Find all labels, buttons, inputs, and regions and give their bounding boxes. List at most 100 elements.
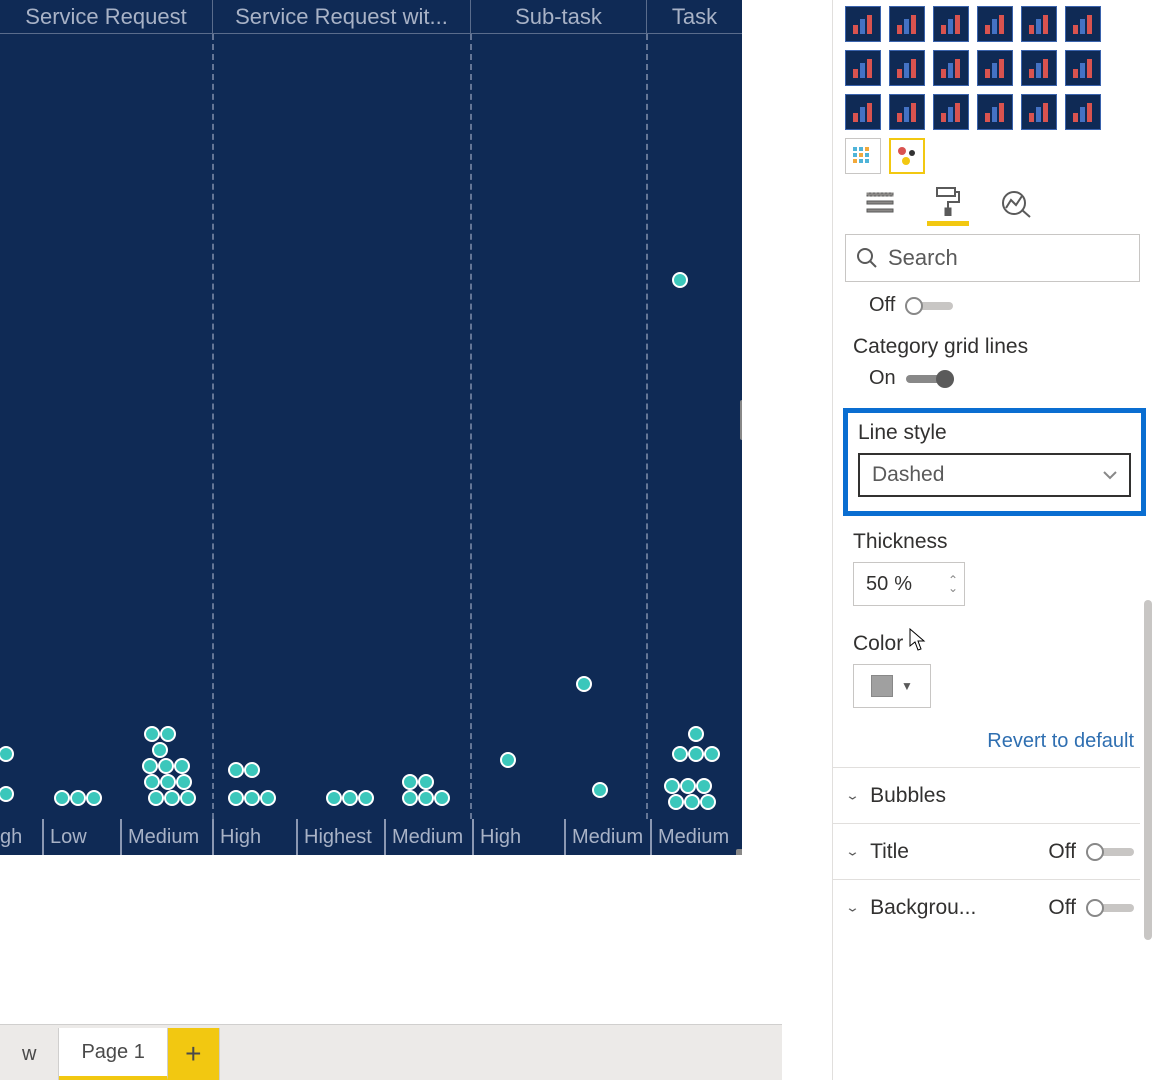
data-bubble[interactable]: [160, 774, 176, 790]
line-style-value: Dashed: [872, 463, 944, 487]
canvas-gap: [742, 0, 782, 855]
data-bubble[interactable]: [418, 790, 434, 806]
visualizations-pane: Search Off Category grid lines On Line s…: [832, 0, 1152, 1080]
viz-type-icon[interactable]: [1021, 94, 1057, 130]
unnamed-toggle[interactable]: [905, 302, 953, 310]
data-bubble[interactable]: [680, 778, 696, 794]
viz-type-icon[interactable]: [977, 50, 1013, 86]
data-bubble[interactable]: [228, 762, 244, 778]
data-bubble[interactable]: [144, 774, 160, 790]
data-bubble[interactable]: [148, 790, 164, 806]
data-bubble[interactable]: [0, 746, 14, 762]
data-bubble[interactable]: [228, 790, 244, 806]
report-canvas-area: Service RequestService Request wit...Sub…: [0, 0, 782, 1080]
pane-scrollbar[interactable]: [1144, 600, 1152, 940]
line-style-dropdown[interactable]: Dashed: [858, 453, 1131, 497]
data-bubble[interactable]: [684, 794, 700, 810]
viz-type-icon[interactable]: [845, 6, 881, 42]
format-search[interactable]: Search: [845, 234, 1140, 282]
x-axis-tick: Low: [42, 819, 120, 855]
data-bubble[interactable]: [70, 790, 86, 806]
thickness-input[interactable]: 50 % ⌃⌄: [853, 562, 965, 606]
section-toggle[interactable]: [1086, 904, 1134, 912]
viz-type-icon[interactable]: [977, 6, 1013, 42]
data-bubble[interactable]: [704, 746, 720, 762]
data-bubble[interactable]: [418, 774, 434, 790]
viz-type-icon[interactable]: [1021, 6, 1057, 42]
data-bubble[interactable]: [688, 726, 704, 742]
revert-to-default-link[interactable]: Revert to default: [853, 730, 1134, 753]
viz-type-icon[interactable]: [1065, 6, 1101, 42]
thickness-value: 50: [866, 573, 888, 596]
data-bubble[interactable]: [688, 746, 704, 762]
data-bubble[interactable]: [0, 786, 14, 802]
data-bubble[interactable]: [164, 790, 180, 806]
color-dropdown[interactable]: ▼: [853, 664, 931, 708]
data-bubble[interactable]: [592, 782, 608, 798]
data-bubble[interactable]: [260, 790, 276, 806]
chevron-down-icon: ⌄: [845, 844, 860, 859]
data-bubble[interactable]: [358, 790, 374, 806]
x-axis-tick: High: [212, 819, 296, 855]
data-bubble[interactable]: [402, 790, 418, 806]
section-label: Bubbles: [870, 784, 1134, 808]
column-headers: Service RequestService Request wit...Sub…: [0, 0, 742, 34]
stepper-arrows[interactable]: ⌃⌄: [948, 576, 958, 592]
viz-type-icon[interactable]: [889, 6, 925, 42]
search-placeholder: Search: [888, 245, 958, 271]
viz-type-icon[interactable]: [845, 94, 881, 130]
data-bubble[interactable]: [158, 758, 174, 774]
data-bubble[interactable]: [500, 752, 516, 768]
viz-type-icon[interactable]: [933, 50, 969, 86]
category-grid-toggle[interactable]: [906, 375, 954, 383]
dot-plot-visual[interactable]: Service RequestService Request wit...Sub…: [0, 0, 742, 855]
data-bubble[interactable]: [86, 790, 102, 806]
data-bubble[interactable]: [174, 758, 190, 774]
format-tab[interactable]: [927, 184, 969, 226]
add-page-button[interactable]: +: [168, 1028, 220, 1080]
data-bubble[interactable]: [342, 790, 358, 806]
format-section-title[interactable]: ⌄TitleOff: [833, 823, 1140, 879]
data-bubble[interactable]: [176, 774, 192, 790]
data-bubble[interactable]: [672, 746, 688, 762]
viz-type-icon[interactable]: [933, 6, 969, 42]
data-bubble[interactable]: [244, 762, 260, 778]
viz-type-icon[interactable]: [889, 94, 925, 130]
viz-type-icon[interactable]: [845, 50, 881, 86]
data-bubble[interactable]: [244, 790, 260, 806]
search-icon: [856, 247, 878, 269]
fields-tab[interactable]: [859, 184, 901, 226]
viz-type-icon[interactable]: [845, 138, 881, 174]
viz-type-icon[interactable]: [1021, 50, 1057, 86]
analytics-tab[interactable]: [995, 184, 1037, 226]
viz-type-icon[interactable]: [1065, 94, 1101, 130]
category-gridline: [646, 34, 648, 819]
viz-type-icon[interactable]: [889, 50, 925, 86]
format-section-bubbles[interactable]: ⌄Bubbles: [833, 767, 1140, 823]
data-bubble[interactable]: [160, 726, 176, 742]
data-bubble[interactable]: [402, 774, 418, 790]
section-toggle[interactable]: [1086, 848, 1134, 856]
data-bubble[interactable]: [696, 778, 712, 794]
data-bubble[interactable]: [576, 676, 592, 692]
data-bubble[interactable]: [54, 790, 70, 806]
viz-type-icon[interactable]: [933, 94, 969, 130]
data-bubble[interactable]: [326, 790, 342, 806]
data-bubble[interactable]: [672, 272, 688, 288]
data-bubble[interactable]: [434, 790, 450, 806]
format-section-backgrou-[interactable]: ⌄Backgrou...Off: [833, 879, 1140, 935]
page-tab-partial[interactable]: w: [0, 1028, 59, 1080]
unnamed-toggle-row: Off: [869, 294, 1140, 317]
data-bubble[interactable]: [142, 758, 158, 774]
page-tab-active[interactable]: Page 1: [59, 1028, 167, 1080]
viz-type-icon[interactable]: [1065, 50, 1101, 86]
data-bubble[interactable]: [180, 790, 196, 806]
viz-type-icon[interactable]: [977, 94, 1013, 130]
viz-type-icon-selected[interactable]: [889, 138, 925, 174]
data-bubble[interactable]: [664, 778, 680, 794]
data-bubble[interactable]: [668, 794, 684, 810]
category-grid-toggle-row: On: [869, 367, 1140, 390]
data-bubble[interactable]: [144, 726, 160, 742]
data-bubble[interactable]: [152, 742, 168, 758]
data-bubble[interactable]: [700, 794, 716, 810]
